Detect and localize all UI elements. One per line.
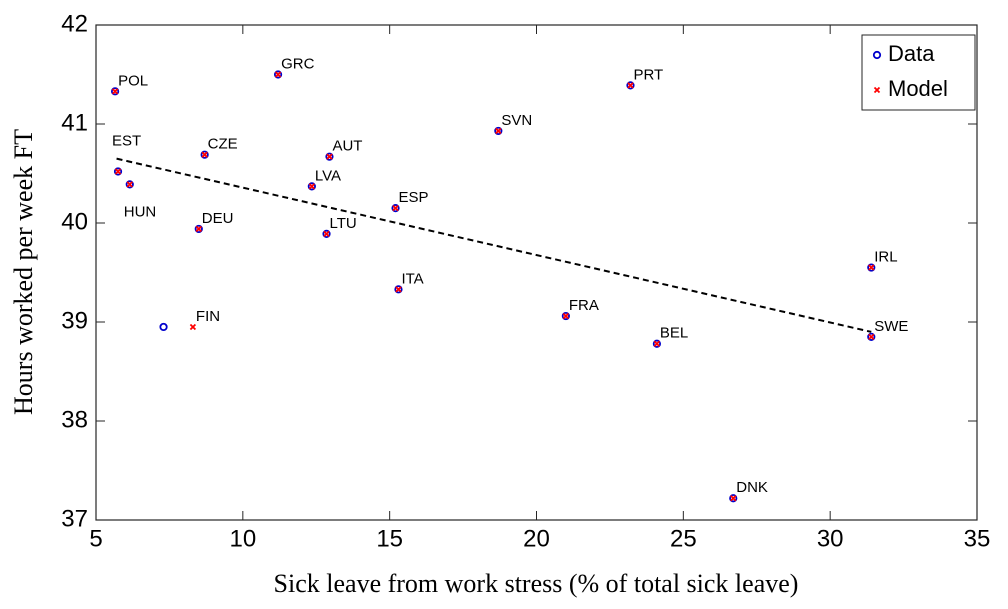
- point-label: DNK: [736, 479, 768, 496]
- point-label: FRA: [569, 297, 599, 314]
- point-label: SVN: [501, 112, 532, 129]
- model-point: [274, 71, 282, 78]
- model-point: [195, 225, 202, 233]
- model-point: [189, 323, 197, 331]
- data-point: [325, 152, 334, 161]
- x-tick-label: 10: [229, 525, 256, 552]
- model-point: [114, 168, 122, 175]
- model-point: [395, 286, 402, 293]
- point-label: AUT: [332, 138, 362, 155]
- model-point: [562, 312, 570, 320]
- point-label: SWE: [874, 318, 908, 335]
- point-label: POL: [118, 72, 148, 89]
- legend-label: Data: [888, 41, 935, 66]
- y-tick-label: 42: [61, 10, 88, 37]
- data-point: [394, 285, 403, 294]
- model-point: [868, 333, 875, 340]
- point-label: ITA: [401, 270, 423, 287]
- model-point: [323, 230, 330, 238]
- point-label: IRL: [874, 249, 897, 266]
- trend-line: [116, 157, 872, 333]
- y-tick-label: 41: [61, 109, 88, 136]
- data-point: [867, 263, 876, 272]
- legend-box: [861, 34, 976, 111]
- x-tick-label: 25: [670, 525, 697, 552]
- point-label: HUN: [124, 203, 157, 220]
- x-axis-title: Sick leave from work stress (% of total …: [274, 569, 799, 598]
- model-point: [627, 82, 634, 89]
- model-point: [653, 340, 661, 347]
- data-point: [200, 150, 209, 159]
- model-point: [126, 181, 133, 188]
- point-label: ESP: [399, 189, 429, 206]
- y-tick-label: 37: [61, 505, 88, 532]
- data-point: [113, 167, 123, 176]
- point-label: GRC: [281, 55, 315, 72]
- x-tick-label: 20: [523, 525, 550, 552]
- y-axis-title: Hours worked per week FT: [9, 129, 38, 415]
- data-point: [159, 322, 168, 332]
- data-point: [194, 224, 203, 234]
- model-point: [730, 495, 737, 502]
- model-point: [111, 88, 119, 95]
- x-tick-label: 35: [964, 525, 991, 552]
- plot-area: [95, 24, 978, 521]
- point-label: PRT: [633, 66, 663, 83]
- model-point: [308, 183, 315, 190]
- point-label: LVA: [315, 167, 341, 184]
- data-point: [110, 87, 120, 96]
- legend-marker: [873, 86, 881, 94]
- x-tick-label: 30: [817, 525, 844, 552]
- data-point: [626, 81, 635, 90]
- data-point: [391, 204, 400, 213]
- data-point: [273, 70, 283, 79]
- y-tick-label: 39: [61, 307, 88, 334]
- model-point: [868, 264, 875, 271]
- x-tick-label: 15: [376, 525, 403, 552]
- point-label: DEU: [202, 210, 234, 227]
- data-point: [729, 494, 738, 503]
- x-tick-label: 5: [89, 525, 102, 552]
- point-label: BEL: [660, 325, 688, 342]
- model-point: [326, 153, 333, 160]
- y-tick-label: 38: [61, 406, 88, 433]
- data-point: [307, 182, 316, 191]
- point-label: EST: [112, 132, 141, 149]
- data-point: [494, 126, 503, 136]
- y-tick-label: 40: [61, 208, 88, 235]
- data-point: [867, 332, 876, 341]
- model-point: [392, 205, 399, 212]
- data-point: [125, 180, 134, 189]
- model-point: [201, 151, 208, 158]
- point-label: CZE: [208, 136, 238, 153]
- legend-label: Model: [888, 76, 948, 101]
- data-point: [652, 339, 662, 348]
- data-point: [561, 311, 570, 321]
- data-point: [322, 229, 331, 238]
- point-label: LTU: [330, 215, 357, 232]
- model-point: [495, 127, 502, 135]
- point-label: FIN: [196, 308, 220, 325]
- legend-marker: [872, 50, 882, 60]
